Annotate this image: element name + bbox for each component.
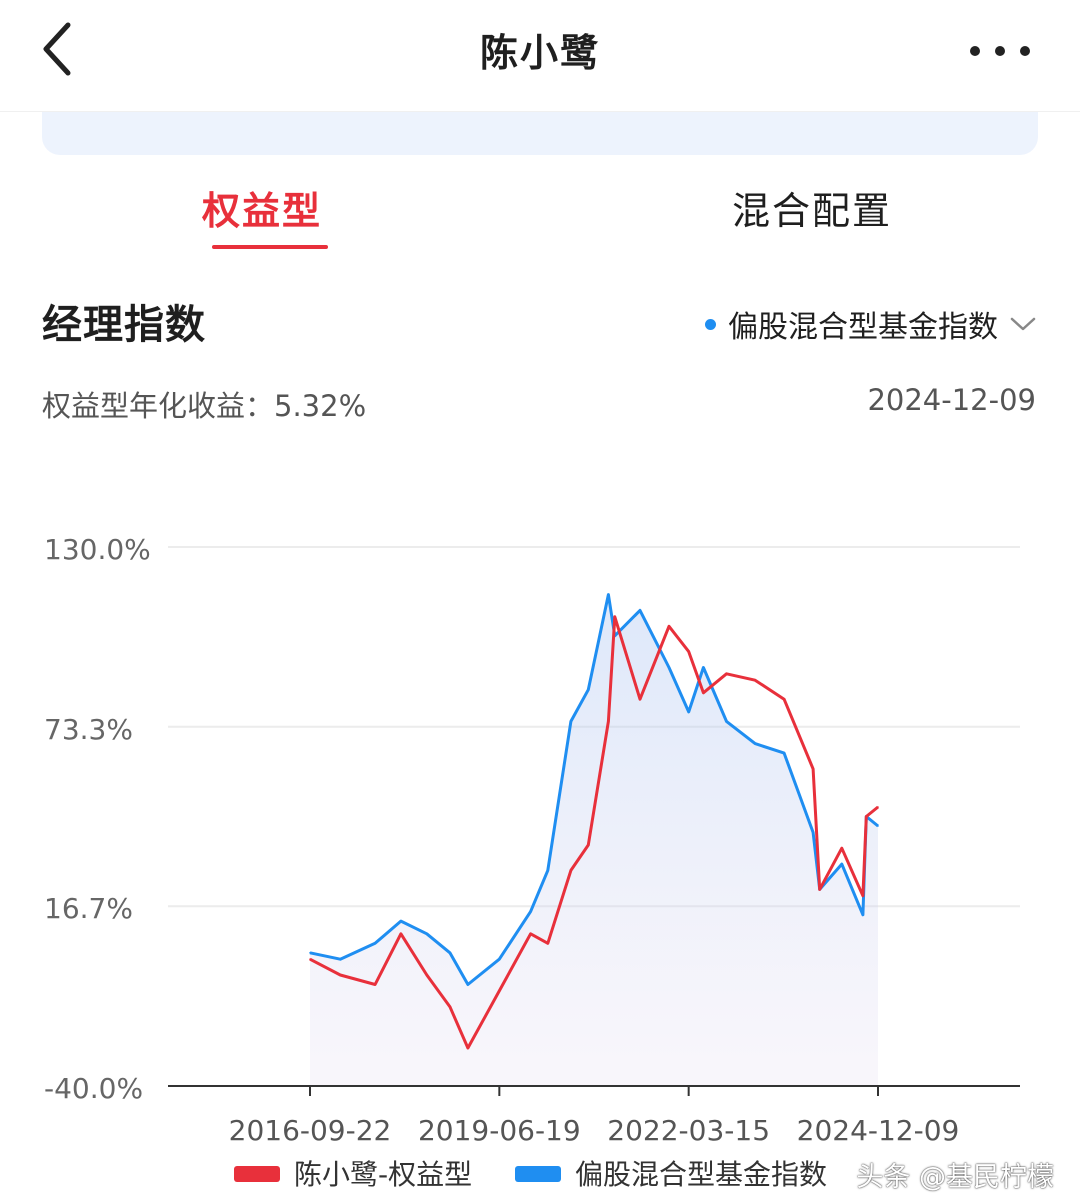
data-point <box>498 990 501 992</box>
data-point <box>309 958 311 960</box>
y-tick-label: 130.0% <box>44 533 151 566</box>
data-point <box>812 768 814 770</box>
data-point <box>426 974 428 976</box>
data-point <box>547 942 549 945</box>
data-point <box>702 692 705 694</box>
data-point <box>400 920 402 922</box>
legend-swatch <box>234 1166 280 1182</box>
data-point <box>498 958 501 960</box>
data-point <box>607 593 610 596</box>
top-navigation-bar: 陈小鹭 <box>0 0 1080 112</box>
annual-return-text: 权益型年化收益：5.32% <box>42 389 367 423</box>
back-button[interactable] <box>28 14 88 84</box>
data-point <box>725 673 728 675</box>
data-point <box>570 720 572 723</box>
data-point <box>339 974 342 976</box>
data-point <box>426 933 428 935</box>
data-point <box>877 825 879 827</box>
page-title: 陈小鹭 <box>479 31 600 75</box>
active-tab-indicator <box>212 245 328 249</box>
benchmark-index-label: 偏股混合型基金指数 <box>728 310 998 345</box>
y-tick-label: 16.7% <box>44 892 133 925</box>
x-tick-label: 2024-12-09 <box>797 1114 960 1147</box>
data-point <box>339 958 342 960</box>
data-point <box>862 895 864 897</box>
section-title: 经理指数 <box>42 302 206 348</box>
index-dot-icon <box>705 318 716 330</box>
data-point <box>587 688 590 691</box>
data-point <box>547 869 549 872</box>
more-button[interactable] <box>970 36 1030 66</box>
data-point <box>449 952 451 954</box>
y-tick-label: -40.0% <box>44 1072 143 1105</box>
data-point <box>309 952 311 954</box>
data-point <box>639 698 641 700</box>
data-point <box>467 983 469 986</box>
data-point <box>614 616 616 618</box>
y-tick-label: 73.3% <box>44 713 133 746</box>
legend-swatch <box>515 1166 561 1182</box>
data-point <box>570 869 572 872</box>
tab-equity[interactable]: 权益型 <box>202 189 323 233</box>
data-point <box>400 933 402 935</box>
info-banner <box>42 112 1038 155</box>
data-point <box>668 666 670 669</box>
tab-hybrid-allocation[interactable]: 混合配置 <box>732 189 893 233</box>
data-point <box>702 666 705 669</box>
data-point <box>877 806 879 808</box>
data-point <box>668 625 670 628</box>
manager-index-line-chart: 130.0% 73.3% 16.7% -40.0% 2016-09-22 2019-06… <box>44 533 1020 1191</box>
data-point <box>818 888 821 891</box>
legend-label: 偏股混合型基金指数 <box>575 1158 827 1191</box>
data-point <box>865 815 868 818</box>
data-point <box>841 863 843 865</box>
watermark-text: 头条 @基民柠檬 <box>856 1162 1054 1193</box>
data-point <box>374 983 376 986</box>
x-tick-label: 2022-03-15 <box>607 1114 770 1147</box>
x-tick-label: 2019-06-19 <box>418 1114 581 1147</box>
legend-label: 陈小鹭-权益型 <box>294 1158 472 1191</box>
data-point <box>862 914 864 916</box>
data-point <box>687 650 690 653</box>
data-point <box>812 831 814 834</box>
data-point <box>467 1047 469 1049</box>
data-point <box>725 720 728 723</box>
as-of-date: 2024-12-09 <box>867 383 1036 417</box>
benchmark-area-fill <box>310 594 878 1086</box>
data-point <box>529 933 532 935</box>
x-tick-label: 2016-09-22 <box>229 1114 392 1147</box>
data-point <box>754 742 756 745</box>
data-point <box>374 942 376 945</box>
data-point <box>783 698 785 700</box>
more-dots-icon <box>970 46 980 56</box>
benchmark-index-selector[interactable]: 偏股混合型基金指数 <box>705 302 1036 346</box>
data-point <box>607 720 610 723</box>
data-point <box>841 847 843 849</box>
data-point <box>587 844 590 846</box>
chevron-left-icon <box>43 22 71 76</box>
data-point <box>449 1005 451 1008</box>
chevron-down-icon <box>1010 317 1036 331</box>
data-point <box>529 910 532 913</box>
data-point <box>783 752 785 754</box>
data-point <box>754 679 756 681</box>
data-point <box>687 711 690 713</box>
data-point <box>639 609 641 612</box>
